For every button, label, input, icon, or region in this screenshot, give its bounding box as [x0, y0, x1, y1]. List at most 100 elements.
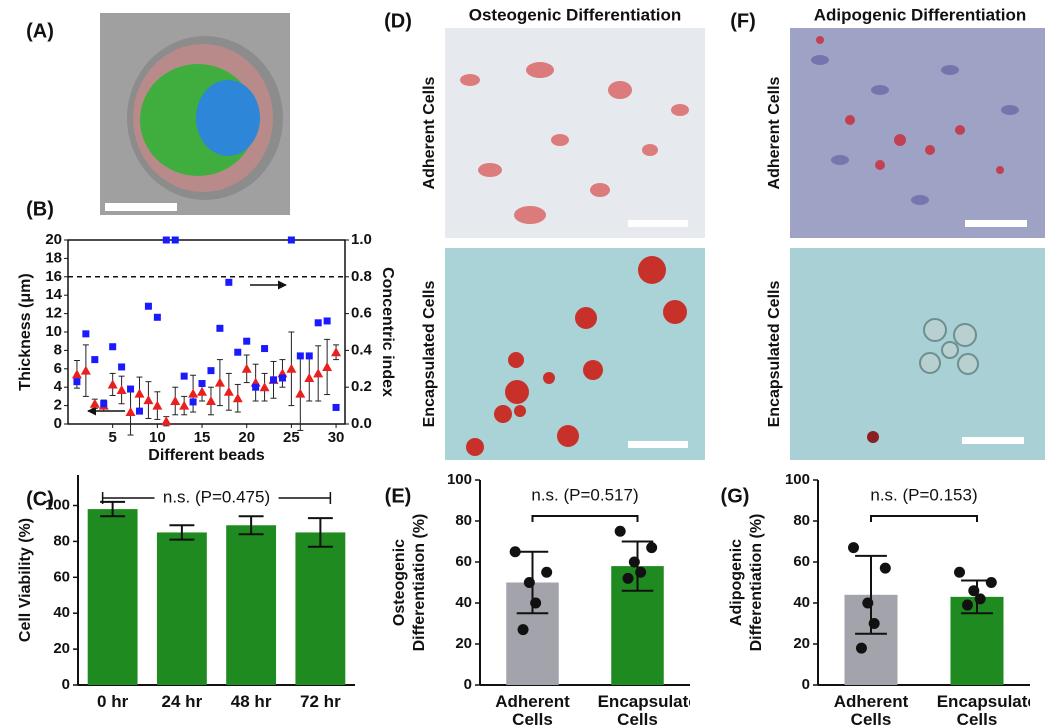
x-axis-label: Different beads [148, 447, 265, 464]
x-tick-label-box: 0 hr [97, 693, 129, 711]
concentric-point [243, 337, 251, 345]
y-tick-label: 60 [793, 553, 810, 570]
error-bar [516, 550, 549, 615]
thickness-point [143, 395, 154, 405]
error-bar [621, 540, 654, 592]
x-tick-label: Encapsulated Cells [597, 693, 690, 727]
y-tick-label: 20 [455, 635, 472, 652]
thickness-point [71, 369, 82, 379]
y-axis-label: Differentiation (%) [411, 514, 428, 652]
concentric-point [216, 324, 224, 332]
x-tick-label: 25 [283, 429, 300, 446]
cell-image [100, 13, 290, 215]
bar [156, 532, 207, 685]
concentric-point [305, 352, 313, 360]
concentric-point [100, 400, 108, 408]
x-tick-label-box: Encapsulated Cells [597, 693, 690, 727]
thickness-point [286, 363, 297, 373]
data-point [541, 566, 553, 578]
bar [295, 532, 346, 685]
data-point [614, 525, 626, 537]
thickness-point [331, 347, 342, 357]
thickness-point [170, 396, 181, 405]
y-tick-label: 20 [793, 635, 810, 652]
error-bar [100, 500, 126, 518]
annotation: n.s. (P=0.475) [163, 487, 270, 506]
data-point [622, 572, 634, 584]
x-tick-label: Encapsulated Cells [936, 693, 1030, 727]
thickness-point [313, 368, 324, 378]
data-point [879, 562, 891, 574]
x-tick-label-box: 48 hr [231, 693, 272, 711]
thickness-point [134, 388, 145, 398]
y-tick-label: 0 [62, 676, 70, 693]
thickness-point [179, 400, 190, 410]
thickness-point [152, 400, 163, 410]
data-point [517, 624, 529, 636]
y-axis-label: Cell Viability (%) [17, 518, 34, 642]
x-tick-label-box: 72 hr [300, 693, 341, 711]
data-point [509, 546, 521, 558]
concentric-point [234, 348, 242, 356]
y-tick-label: 20 [53, 640, 70, 657]
y2-tick-label: 0.0 [351, 415, 372, 432]
panel-label: (D) [384, 10, 412, 32]
thickness-point [116, 384, 127, 394]
concentric-point [270, 376, 278, 384]
concentric-point [287, 236, 295, 244]
concentric-point [261, 345, 269, 353]
y-tick-label: 0 [54, 415, 62, 432]
thickness-point [232, 393, 243, 403]
y-tick-label: 4 [54, 378, 63, 395]
concentric-point [109, 343, 117, 351]
y-tick-label: 18 [45, 249, 62, 266]
y-tick-label: 0 [802, 676, 810, 693]
y2-tick-label: 0.2 [351, 378, 372, 395]
concentric-point [91, 356, 99, 364]
row-label: Adherent Cells [421, 76, 438, 189]
error-bar [961, 579, 993, 615]
concentric-point [180, 372, 188, 380]
thickness-point [304, 373, 315, 382]
significance-bracket [531, 515, 639, 522]
concentric-point [73, 378, 81, 386]
data-point [985, 577, 997, 588]
x-tick-label-box: Adherent Cells [495, 693, 570, 727]
thickness-point [188, 388, 199, 398]
image-title: Adipogenic Differentiation [814, 5, 1027, 24]
y-tick-label: 40 [53, 604, 70, 621]
row-label: Encapsulated Cells [766, 281, 783, 428]
y-tick-label: 60 [455, 553, 472, 570]
concentric-point [314, 319, 322, 327]
x-tick-label: 20 [238, 429, 255, 446]
osteogenic-images [445, 28, 705, 460]
concentric-point [162, 236, 170, 244]
x-tick-label: 24 hr [161, 693, 203, 711]
x-tick-label-box: Encapsulated Cells [936, 693, 1030, 727]
x-tick-label: 10 [149, 429, 166, 446]
y-tick-label: 100 [447, 471, 472, 488]
panel-label: (A) [26, 20, 54, 42]
annotation: n.s. (P=0.153) [870, 485, 977, 504]
y2-tick-label: 0.6 [351, 305, 372, 322]
x-tick-label: 0 hr [97, 693, 129, 711]
panel-label: (G) [721, 485, 750, 507]
panel-label: (F) [730, 10, 756, 32]
x-tick-label: Adherent Cells [833, 693, 909, 727]
annotation: n.s. (P=0.517) [531, 485, 638, 504]
x-tick-label: Adherent Cells [495, 693, 570, 727]
concentric-point [296, 352, 304, 360]
error-bar [855, 554, 887, 635]
y-tick-label: 0 [464, 676, 472, 693]
annotation-bg [154, 488, 279, 508]
thickness-point [205, 396, 216, 405]
data-point [954, 566, 966, 578]
concentric-point [118, 363, 126, 371]
adipogenic-images [790, 28, 1045, 460]
x-tick-label-box: Adherent Cells [833, 693, 909, 727]
y2-tick-label: 0.8 [351, 268, 372, 285]
error-bar [169, 524, 195, 541]
panel-label: (E) [385, 485, 412, 507]
concentric-point [135, 407, 143, 415]
